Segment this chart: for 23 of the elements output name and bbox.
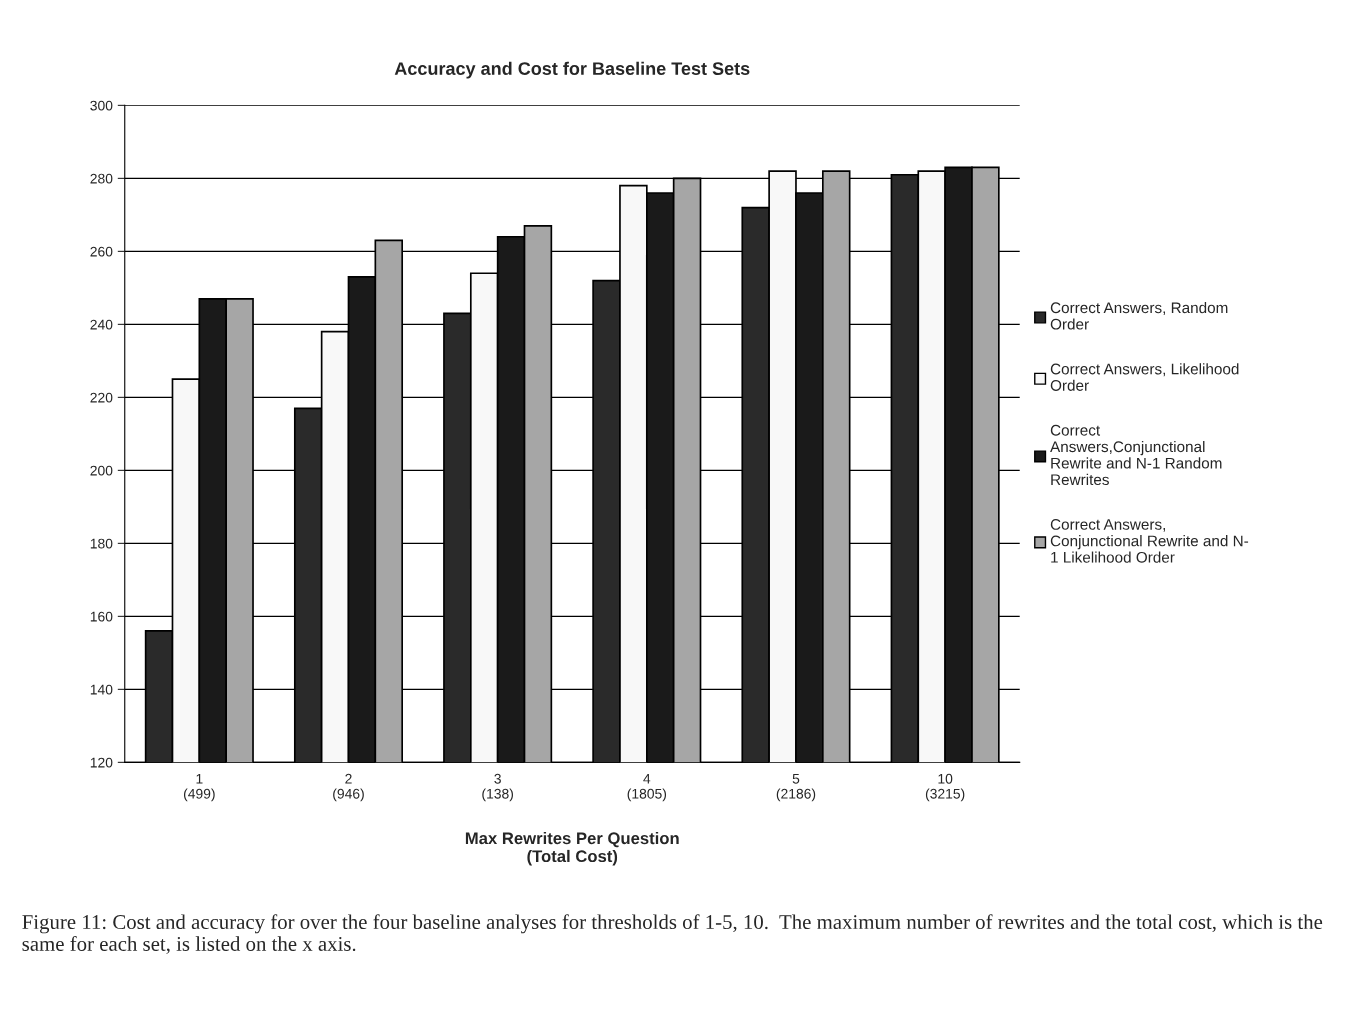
x-tick-label: 5 (2186) (776, 773, 816, 802)
x-tick-label: 10 (3215) (925, 773, 965, 802)
legend-label: Correct Answers,Conjunctional Rewrite and N-1 Random Rewrites (1050, 424, 1222, 486)
x-axis-title: Max Rewrites Per Question (Total Cost) (465, 831, 679, 866)
y-tick-label: 220 (90, 392, 113, 403)
legend-label: Correct Answers, Random Order (1050, 301, 1228, 330)
legend-label: Correct Answers, Conjunctional Rewrite and N- 1 Likelihood Order (1050, 519, 1249, 563)
chart-title: Accuracy and Cost for Baseline Test Sets (394, 61, 750, 79)
y-tick-label: 200 (90, 465, 113, 476)
y-tick-label: 140 (90, 684, 113, 695)
y-tick-label: 180 (90, 538, 113, 549)
x-tick-label: 1 (499) (183, 773, 215, 802)
x-tick-label: 3 (138) (482, 773, 513, 802)
y-tick-label: 300 (90, 100, 113, 111)
legend-label: Correct Answers, Likelihood Order (1050, 363, 1239, 391)
x-tick-label: 4 (1805) (627, 773, 667, 802)
y-tick-label: 280 (90, 173, 113, 184)
y-tick-label: 260 (90, 246, 113, 257)
caption: Figure 11: Cost and accuracy for over the four baseline analyses for thresholds of 1-5, 10. The maximum number of rewrites and the total cost, which is the same for each set, is listed on the x axis. (22, 914, 1323, 954)
y-tick-label: 120 (90, 757, 113, 768)
y-tick-label: 240 (90, 319, 113, 330)
y-tick-label: 160 (90, 611, 113, 622)
x-tick-label: 2 (946) (333, 773, 364, 802)
